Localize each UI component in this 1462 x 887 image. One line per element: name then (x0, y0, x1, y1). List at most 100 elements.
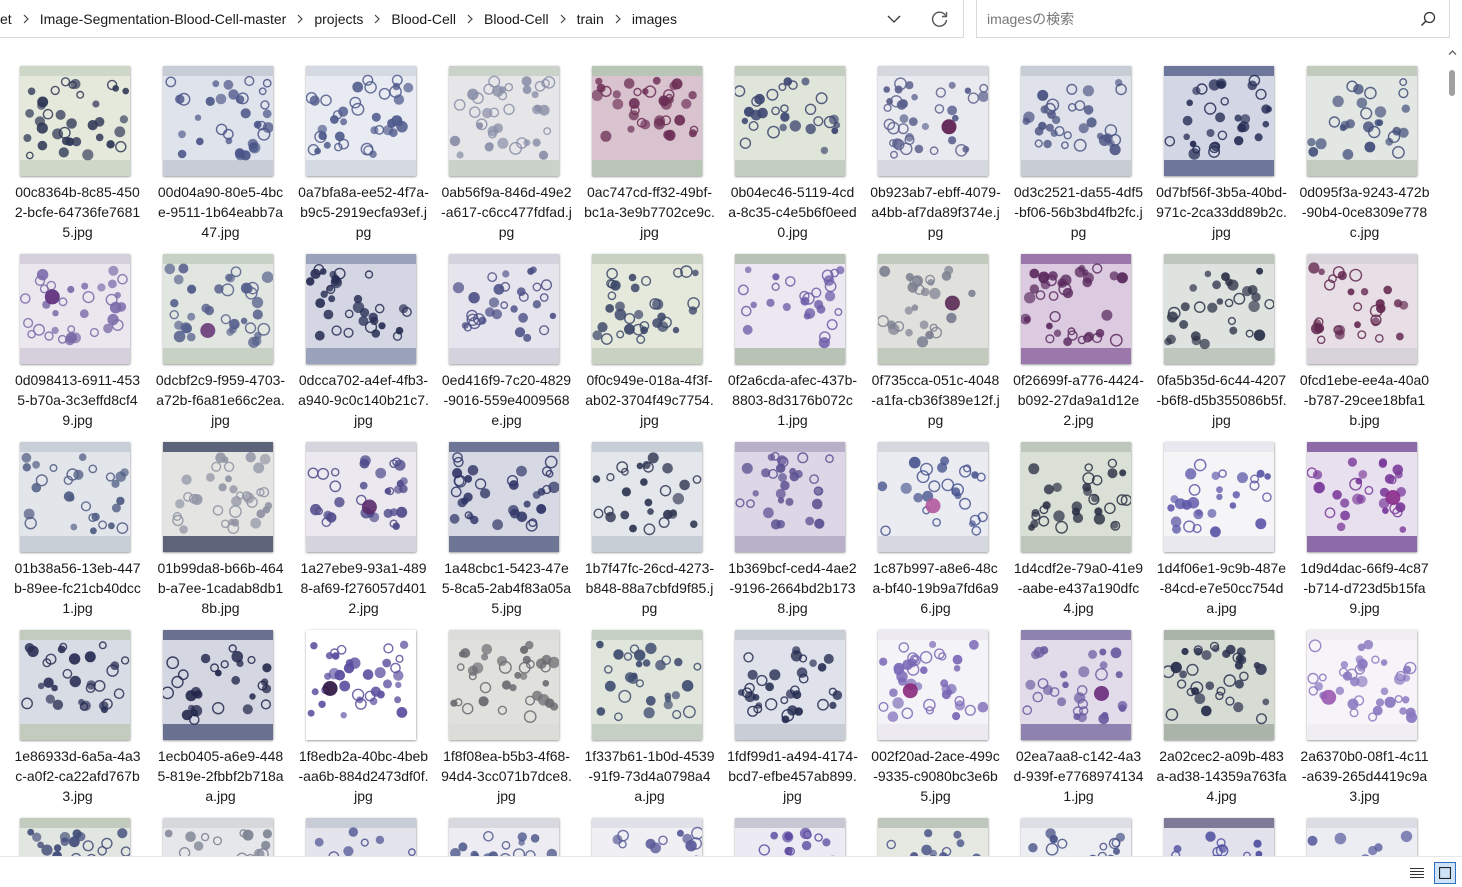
breadcrumb-item[interactable]: et (0, 10, 12, 27)
file-item[interactable]: 0fcd1ebe-ee4a-40a0-b787-29cee18bfa1b.jpg (1293, 240, 1436, 428)
file-item[interactable] (292, 804, 435, 856)
breadcrumb-item[interactable]: Blood-Cell (391, 10, 456, 27)
image-thumbnail[interactable] (1307, 66, 1417, 176)
image-thumbnail[interactable] (878, 442, 988, 552)
search-box[interactable] (976, 0, 1450, 38)
file-item[interactable]: 1a27ebe9-93a1-4898-af69-f276057d4012.jpg (292, 428, 435, 616)
chevron-right-icon[interactable] (293, 0, 307, 37)
file-item[interactable] (1293, 804, 1436, 856)
file-item[interactable]: 0f735cca-051c-4048-a1fa-cb36f389e12f.jpg (864, 240, 1007, 428)
image-thumbnail[interactable] (306, 254, 416, 364)
file-item[interactable]: 0dcbf2c9-f959-4703-a72b-f6a81e66c2ea.jpg (149, 240, 292, 428)
image-thumbnail[interactable] (163, 66, 273, 176)
scroll-up-arrow-icon[interactable] (1448, 48, 1457, 57)
breadcrumb-item[interactable]: Blood-Cell (483, 10, 549, 27)
image-thumbnail[interactable] (1021, 254, 1131, 364)
image-thumbnail[interactable] (735, 630, 845, 740)
image-thumbnail[interactable] (163, 254, 273, 364)
file-item[interactable]: 01b38a56-13eb-447b-89ee-fc21cb40dcc1.jpg (6, 428, 149, 616)
file-item[interactable] (1150, 804, 1293, 856)
file-item[interactable] (721, 804, 864, 856)
search-input[interactable] (987, 10, 1407, 27)
file-item[interactable]: 1e86933d-6a5a-4a3c-a0f2-ca22afd767b3.jpg (6, 616, 149, 804)
image-thumbnail[interactable] (306, 66, 416, 176)
image-thumbnail[interactable] (878, 254, 988, 364)
file-item[interactable]: 0b04ec46-5119-4cda-8c35-c4e5b6f0eed0.jpg (721, 52, 864, 240)
file-item[interactable]: 01b99da8-b66b-464b-a7ee-1cadab8db18b.jpg (149, 428, 292, 616)
refresh-icon[interactable] (917, 0, 963, 37)
image-thumbnail[interactable] (592, 254, 702, 364)
image-thumbnail[interactable] (163, 630, 273, 740)
file-item[interactable]: 0fa5b35d-6c44-4207-b6f8-d5b355086b5f.jpg (1150, 240, 1293, 428)
file-item[interactable]: 1b369bcf-ced4-4ae2-9196-2664bd2b1738.jpg (721, 428, 864, 616)
image-thumbnail[interactable] (449, 442, 559, 552)
file-item[interactable]: 00d04a90-80e5-4bce-9511-1b64eabb7a47.jpg (149, 52, 292, 240)
image-thumbnail[interactable] (1021, 442, 1131, 552)
file-item[interactable]: 1c87b997-a8e6-48ca-bf40-19b9a7fd6a96.jpg (864, 428, 1007, 616)
image-thumbnail[interactable] (20, 630, 130, 740)
file-item[interactable]: 1a48cbc1-5423-47e5-8ca5-2ab4f83a05a5.jpg (435, 428, 578, 616)
chevron-right-icon[interactable] (611, 0, 625, 37)
image-thumbnail[interactable] (1164, 630, 1274, 740)
image-thumbnail[interactable] (878, 818, 988, 856)
file-item[interactable]: 0d7bf56f-3b5a-40bd-971c-2ca33dd89b2c.jpg (1150, 52, 1293, 240)
image-thumbnail[interactable] (20, 66, 130, 176)
image-thumbnail[interactable] (163, 818, 273, 856)
details-view-icon[interactable] (1406, 862, 1428, 884)
file-item[interactable]: 0f26699f-a776-4424-b092-27da9a1d12e2.jpg (1007, 240, 1150, 428)
breadcrumb-item[interactable]: projects (314, 10, 364, 27)
chevron-right-icon[interactable] (556, 0, 570, 37)
file-item[interactable]: 00c8364b-8c85-4502-bcfe-64736fe76815.jpg (6, 52, 149, 240)
image-thumbnail[interactable] (20, 254, 130, 364)
large-icons-view-icon[interactable] (1434, 862, 1456, 884)
file-item[interactable]: 1f8edb2a-40bc-4beb-aa6b-884d2473df0f.jpg (292, 616, 435, 804)
file-item[interactable]: 02ea7aa8-c142-4a3d-939f-e77689741341.jpg (1007, 616, 1150, 804)
image-thumbnail[interactable] (1021, 818, 1131, 856)
image-thumbnail[interactable] (1021, 66, 1131, 176)
image-thumbnail[interactable] (735, 818, 845, 856)
image-thumbnail[interactable] (1307, 630, 1417, 740)
image-thumbnail[interactable] (735, 66, 845, 176)
image-thumbnail[interactable] (592, 818, 702, 856)
file-item[interactable]: 1ecb0405-a6e9-4485-819e-2fbbf2b718aa.jpg (149, 616, 292, 804)
file-item[interactable]: 1b7f47fc-26cd-4273-b848-88a7cbfd9f85.jpg (578, 428, 721, 616)
file-item[interactable]: 2a02cec2-a09b-483a-ad38-14359a763fa4.jpg (1150, 616, 1293, 804)
chevron-right-icon[interactable] (370, 0, 384, 37)
image-thumbnail[interactable] (1307, 254, 1417, 364)
image-thumbnail[interactable] (306, 442, 416, 552)
file-item[interactable]: 1f8f08ea-b5b3-4f68-94d4-3cc071b7dce8.jpg (435, 616, 578, 804)
file-item[interactable]: 0dcca702-a4ef-4fb3-a940-9c0c140b21c7.jpg (292, 240, 435, 428)
file-item[interactable]: 0d098413-6911-4535-b70a-3c3effd8cf49.jpg (6, 240, 149, 428)
file-item[interactable]: 2a6370b0-08f1-4c11-a639-265d4419c9a3.jpg (1293, 616, 1436, 804)
file-item[interactable]: 0b923ab7-ebff-4079-a4bb-af7da89f374e.jpg (864, 52, 1007, 240)
image-thumbnail[interactable] (1164, 254, 1274, 364)
image-thumbnail[interactable] (163, 442, 273, 552)
image-thumbnail[interactable] (449, 818, 559, 856)
file-item[interactable] (149, 804, 292, 856)
file-item[interactable]: 0f0c949e-018a-4f3f-ab02-3704f49c7754.jpg (578, 240, 721, 428)
file-item[interactable]: 0f2a6cda-afec-437b-8803-8d3176b072c1.jpg (721, 240, 864, 428)
file-item[interactable]: 1f337b61-1b0d-4539-91f9-73d4a0798a4a.jpg (578, 616, 721, 804)
chevron-right-icon[interactable] (463, 0, 477, 37)
breadcrumb-item[interactable]: Image-Segmentation-Blood-Cell-master (39, 10, 287, 27)
file-item[interactable]: 0ed416f9-7c20-4829-9016-559e4009568e.jpg (435, 240, 578, 428)
file-item[interactable] (578, 804, 721, 856)
image-thumbnail[interactable] (1164, 66, 1274, 176)
image-thumbnail[interactable] (1307, 818, 1417, 856)
image-thumbnail[interactable] (306, 818, 416, 856)
file-item[interactable] (435, 804, 578, 856)
breadcrumb-item[interactable]: images (631, 10, 677, 27)
file-item[interactable]: 1fdf99d1-a494-4174-bcd7-efbe457ab899.jpg (721, 616, 864, 804)
file-item[interactable]: 0ab56f9a-846d-49e2-a617-c6cc477fdfad.jpg (435, 52, 578, 240)
file-item[interactable]: 1d4cdf2e-79a0-41e9-aabe-e437a190dfc4.jpg (1007, 428, 1150, 616)
file-item[interactable]: 0d3c2521-da55-4df5-bf06-56b3bd4fb2fc.jpg (1007, 52, 1150, 240)
image-thumbnail[interactable] (735, 254, 845, 364)
chevron-right-icon[interactable] (19, 0, 33, 37)
file-item[interactable]: 0a7bfa8a-ee52-4f7a-b9c5-2919ecfa93ef.jpg (292, 52, 435, 240)
image-thumbnail[interactable] (449, 66, 559, 176)
image-thumbnail[interactable] (1021, 630, 1131, 740)
scrollbar-thumb[interactable] (1449, 70, 1455, 96)
file-item[interactable]: 0d095f3a-9243-472b-90b4-0ce8309e778c.jpg (1293, 52, 1436, 240)
image-thumbnail[interactable] (592, 630, 702, 740)
image-thumbnail[interactable] (449, 630, 559, 740)
